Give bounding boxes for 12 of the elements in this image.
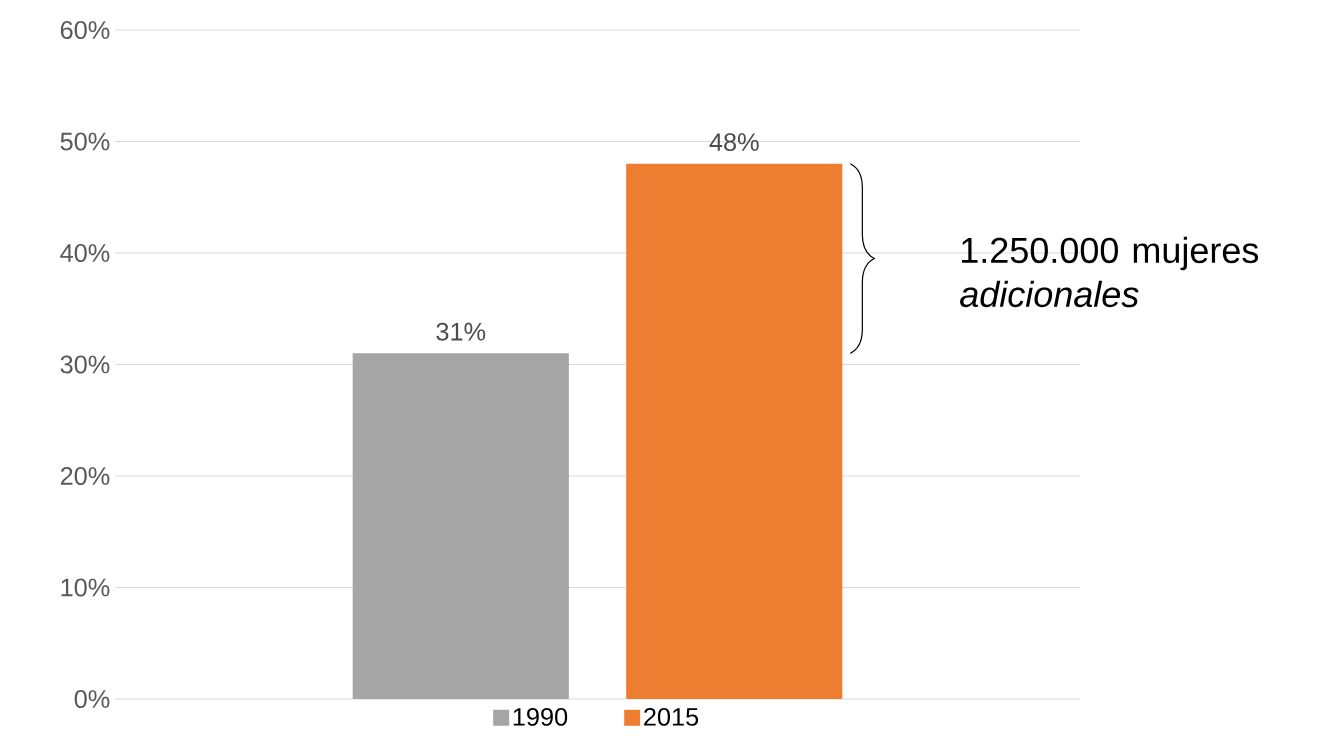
data-label: 48%: [709, 133, 759, 152]
y-tick-label: 20%: [60, 467, 110, 485]
y-tick-label: 50%: [60, 132, 110, 151]
y-tick-label: 10%: [61, 578, 110, 597]
y-tick-label: 40%: [60, 244, 110, 262]
data-label: 31%: [436, 322, 486, 341]
legend-label: 1990: [513, 707, 568, 726]
legend-label: 2015: [644, 707, 699, 726]
y-tick-label: 30%: [60, 355, 110, 374]
annotation: 1.250.000 mujeres adicionales: [960, 236, 1259, 308]
y-tick-label: 60%: [60, 21, 110, 39]
y-tick-label: 0%: [74, 690, 110, 708]
